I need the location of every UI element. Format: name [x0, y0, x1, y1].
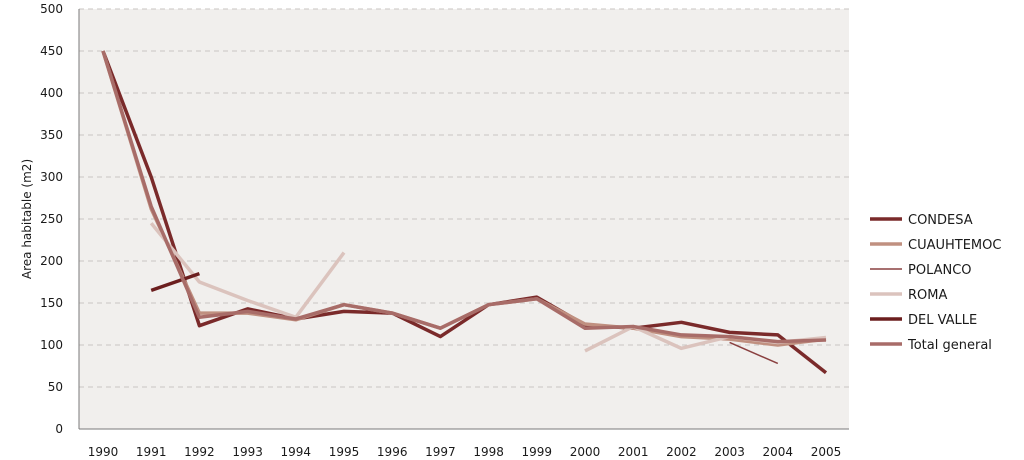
x-tick-label: 1998 — [473, 445, 504, 459]
legend-label: ROMA — [908, 288, 947, 303]
legend-label: POLANCO — [908, 263, 972, 278]
y-tick-label: 450 — [40, 44, 63, 58]
series-line-polanco — [729, 341, 779, 365]
plot-area-background — [79, 9, 849, 429]
x-tick-label: 2004 — [763, 445, 794, 459]
y-tick-label: 350 — [40, 128, 63, 142]
x-tick-label: 1997 — [425, 445, 456, 459]
gridlines — [79, 8, 849, 388]
x-tick-label: 2000 — [570, 445, 601, 459]
y-tick-label: 250 — [40, 212, 63, 226]
y-tick-label: 200 — [40, 254, 63, 268]
x-tick-label: 1994 — [281, 445, 312, 459]
y-tick-label: 300 — [40, 170, 63, 184]
x-tick-label: 1991 — [136, 445, 167, 459]
x-tick-label: 1999 — [522, 445, 553, 459]
x-tick-label: 1995 — [329, 445, 360, 459]
series-line-roma — [149, 222, 346, 320]
x-tick-label: 2005 — [811, 445, 842, 459]
series-lines — [101, 50, 828, 375]
y-tick-label: 500 — [40, 2, 63, 16]
x-tick-label: 1990 — [88, 445, 119, 459]
x-tick-label: 2003 — [714, 445, 745, 459]
x-tick-label: 2001 — [618, 445, 649, 459]
y-tick-label: 0 — [55, 422, 63, 436]
legend-label: DEL VALLE — [908, 313, 977, 328]
y-tick-label: 100 — [40, 338, 63, 352]
y-tick-label: 400 — [40, 86, 63, 100]
x-tick-label: 1993 — [232, 445, 263, 459]
x-tick-label: 2002 — [666, 445, 697, 459]
series-line-condesa — [101, 50, 828, 375]
y-axis-title: Area habitable (m2) — [20, 159, 34, 279]
series-line-del-valle — [150, 271, 200, 293]
legend: CONDESA CUAUHTEMOC POLANCO ROMA DEL VALLE Tot… — [870, 213, 1001, 353]
axes: 0 50 100 150 200 250 300 350 400 450 500 1990 1991 19… — [40, 2, 849, 459]
legend-label: Total general — [907, 338, 992, 353]
x-tick-label: 1996 — [377, 445, 408, 459]
legend-label: CONDESA — [908, 213, 973, 228]
y-tick-label: 50 — [48, 380, 63, 394]
x-tick-label: 1992 — [184, 445, 215, 459]
y-tick-label: 150 — [40, 296, 63, 310]
series-line-total-general — [101, 50, 827, 344]
legend-label: CUAUHTEMOC — [908, 238, 1001, 253]
